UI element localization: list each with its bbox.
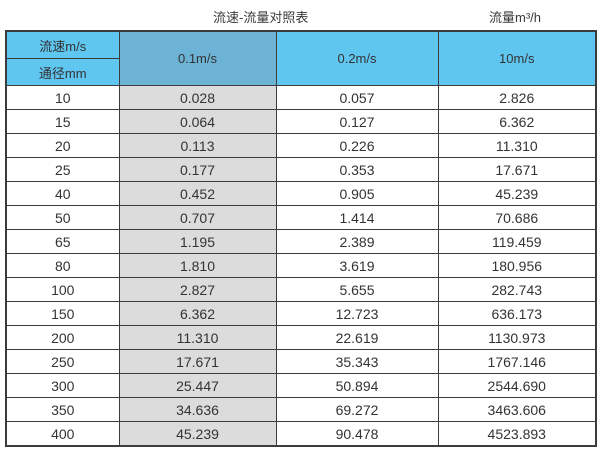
flow-value-10ms: 2.826 [437,85,597,110]
table-row: 250 17.671 35.343 1767.146 [5,349,597,374]
table-header: 流速m/s 0.1m/s 0.2m/s 10m/s 通径mm [5,30,597,86]
diameter-cell: 400 [5,421,120,447]
column-header-10ms: 10m/s [437,30,597,86]
flow-value-0-1ms: 34.636 [118,397,277,422]
flow-value-0-2ms: 5.655 [275,277,439,302]
flow-value-0-2ms: 0.905 [275,181,439,206]
table-title: 流速-流量对照表 [213,10,309,25]
table-row: 50 0.707 1.414 70.686 [5,205,597,230]
flow-value-0-2ms: 50.894 [275,373,439,398]
table-row: 20 0.113 0.226 11.310 [5,133,597,158]
flow-value-10ms: 11.310 [437,133,597,158]
diameter-cell: 250 [5,349,120,374]
flow-value-10ms: 17.671 [437,157,597,182]
column-header-0-2ms: 0.2m/s [275,30,439,86]
table-row: 40 0.452 0.905 45.239 [5,181,597,206]
flow-value-10ms: 6.362 [437,109,597,134]
flow-value-0-1ms: 0.064 [118,109,277,134]
flow-value-0-1ms: 0.707 [118,205,277,230]
corner-diameter-label: 通径mm [5,58,120,86]
flow-value-0-1ms: 0.452 [118,181,277,206]
flow-value-10ms: 119.459 [437,229,597,254]
flow-value-0-2ms: 1.414 [275,205,439,230]
flow-value-0-1ms: 0.177 [118,157,277,182]
diameter-cell: 40 [5,181,120,206]
titlebar: 流速-流量对照表 流量m³/h [0,0,600,30]
diameter-cell: 150 [5,301,120,326]
header-row-bottom: 通径mm [5,58,596,86]
flow-value-10ms: 636.173 [437,301,597,326]
flow-value-10ms: 1130.973 [437,325,597,350]
diameter-cell: 20 [5,133,120,158]
flow-value-0-2ms: 90.478 [275,421,439,447]
table-row: 10 0.028 0.057 2.826 [5,85,597,110]
table-row: 400 45.239 90.478 4523.893 [5,421,597,447]
flow-rate-table: 流速m/s 0.1m/s 0.2m/s 10m/s 通径mm 10 0.028 0.… [5,30,597,447]
flow-value-10ms: 180.956 [437,253,597,278]
column-header-0-1ms: 0.1m/s [118,30,277,86]
flow-value-0-1ms: 0.113 [118,133,277,158]
diameter-cell: 25 [5,157,120,182]
flow-value-10ms: 4523.893 [437,421,597,447]
flow-value-0-2ms: 12.723 [275,301,439,326]
table-row: 300 25.447 50.894 2544.690 [5,373,597,398]
flow-value-0-1ms: 25.447 [118,373,277,398]
flow-value-0-2ms: 0.353 [275,157,439,182]
flow-unit-label: 流量m³/h [489,10,542,25]
flow-value-0-1ms: 11.310 [118,325,277,350]
diameter-cell: 50 [5,205,120,230]
diameter-cell: 100 [5,277,120,302]
table-row: 15 0.064 0.127 6.362 [5,109,597,134]
flow-value-0-2ms: 69.272 [275,397,439,422]
flow-value-0-2ms: 3.619 [275,253,439,278]
diameter-cell: 80 [5,253,120,278]
flow-value-0-2ms: 22.619 [275,325,439,350]
flow-value-0-1ms: 17.671 [118,349,277,374]
table-row: 65 1.195 2.389 119.459 [5,229,597,254]
flow-value-10ms: 1767.146 [437,349,597,374]
diameter-cell: 350 [5,397,120,422]
diameter-cell: 200 [5,325,120,350]
table-row: 25 0.177 0.353 17.671 [5,157,597,182]
flow-value-0-1ms: 1.810 [118,253,277,278]
flow-value-10ms: 2544.690 [437,373,597,398]
table-body: 10 0.028 0.057 2.826 15 0.064 0.127 6.362 20 0.11… [5,85,597,447]
table-row: 80 1.810 3.619 180.956 [5,253,597,278]
flow-value-0-1ms: 45.239 [118,421,277,447]
table-row: 100 2.827 5.655 282.743 [5,277,597,302]
diameter-cell: 10 [5,85,120,110]
flow-value-10ms: 45.239 [437,181,597,206]
flow-value-0-2ms: 2.389 [275,229,439,254]
table-row: 150 6.362 12.723 636.173 [5,301,597,326]
header-row-top: 流速m/s 0.1m/s 0.2m/s 10m/s [5,30,597,86]
flow-value-0-1ms: 0.028 [118,85,277,110]
diameter-cell: 65 [5,229,120,254]
diameter-cell: 15 [5,109,120,134]
table-row: 200 11.310 22.619 1130.973 [5,325,597,350]
diameter-cell: 300 [5,373,120,398]
corner-velocity-label: 流速m/s [5,30,120,59]
flow-value-0-2ms: 35.343 [275,349,439,374]
flow-value-0-1ms: 6.362 [118,301,277,326]
flow-value-0-1ms: 1.195 [118,229,277,254]
flow-value-10ms: 3463.606 [437,397,597,422]
flow-value-0-2ms: 0.226 [275,133,439,158]
flow-value-0-2ms: 0.127 [275,109,439,134]
flow-value-0-1ms: 2.827 [118,277,277,302]
flow-value-0-2ms: 0.057 [275,85,439,110]
table-row: 350 34.636 69.272 3463.606 [5,397,597,422]
flow-value-10ms: 70.686 [437,205,597,230]
flow-value-10ms: 282.743 [437,277,597,302]
